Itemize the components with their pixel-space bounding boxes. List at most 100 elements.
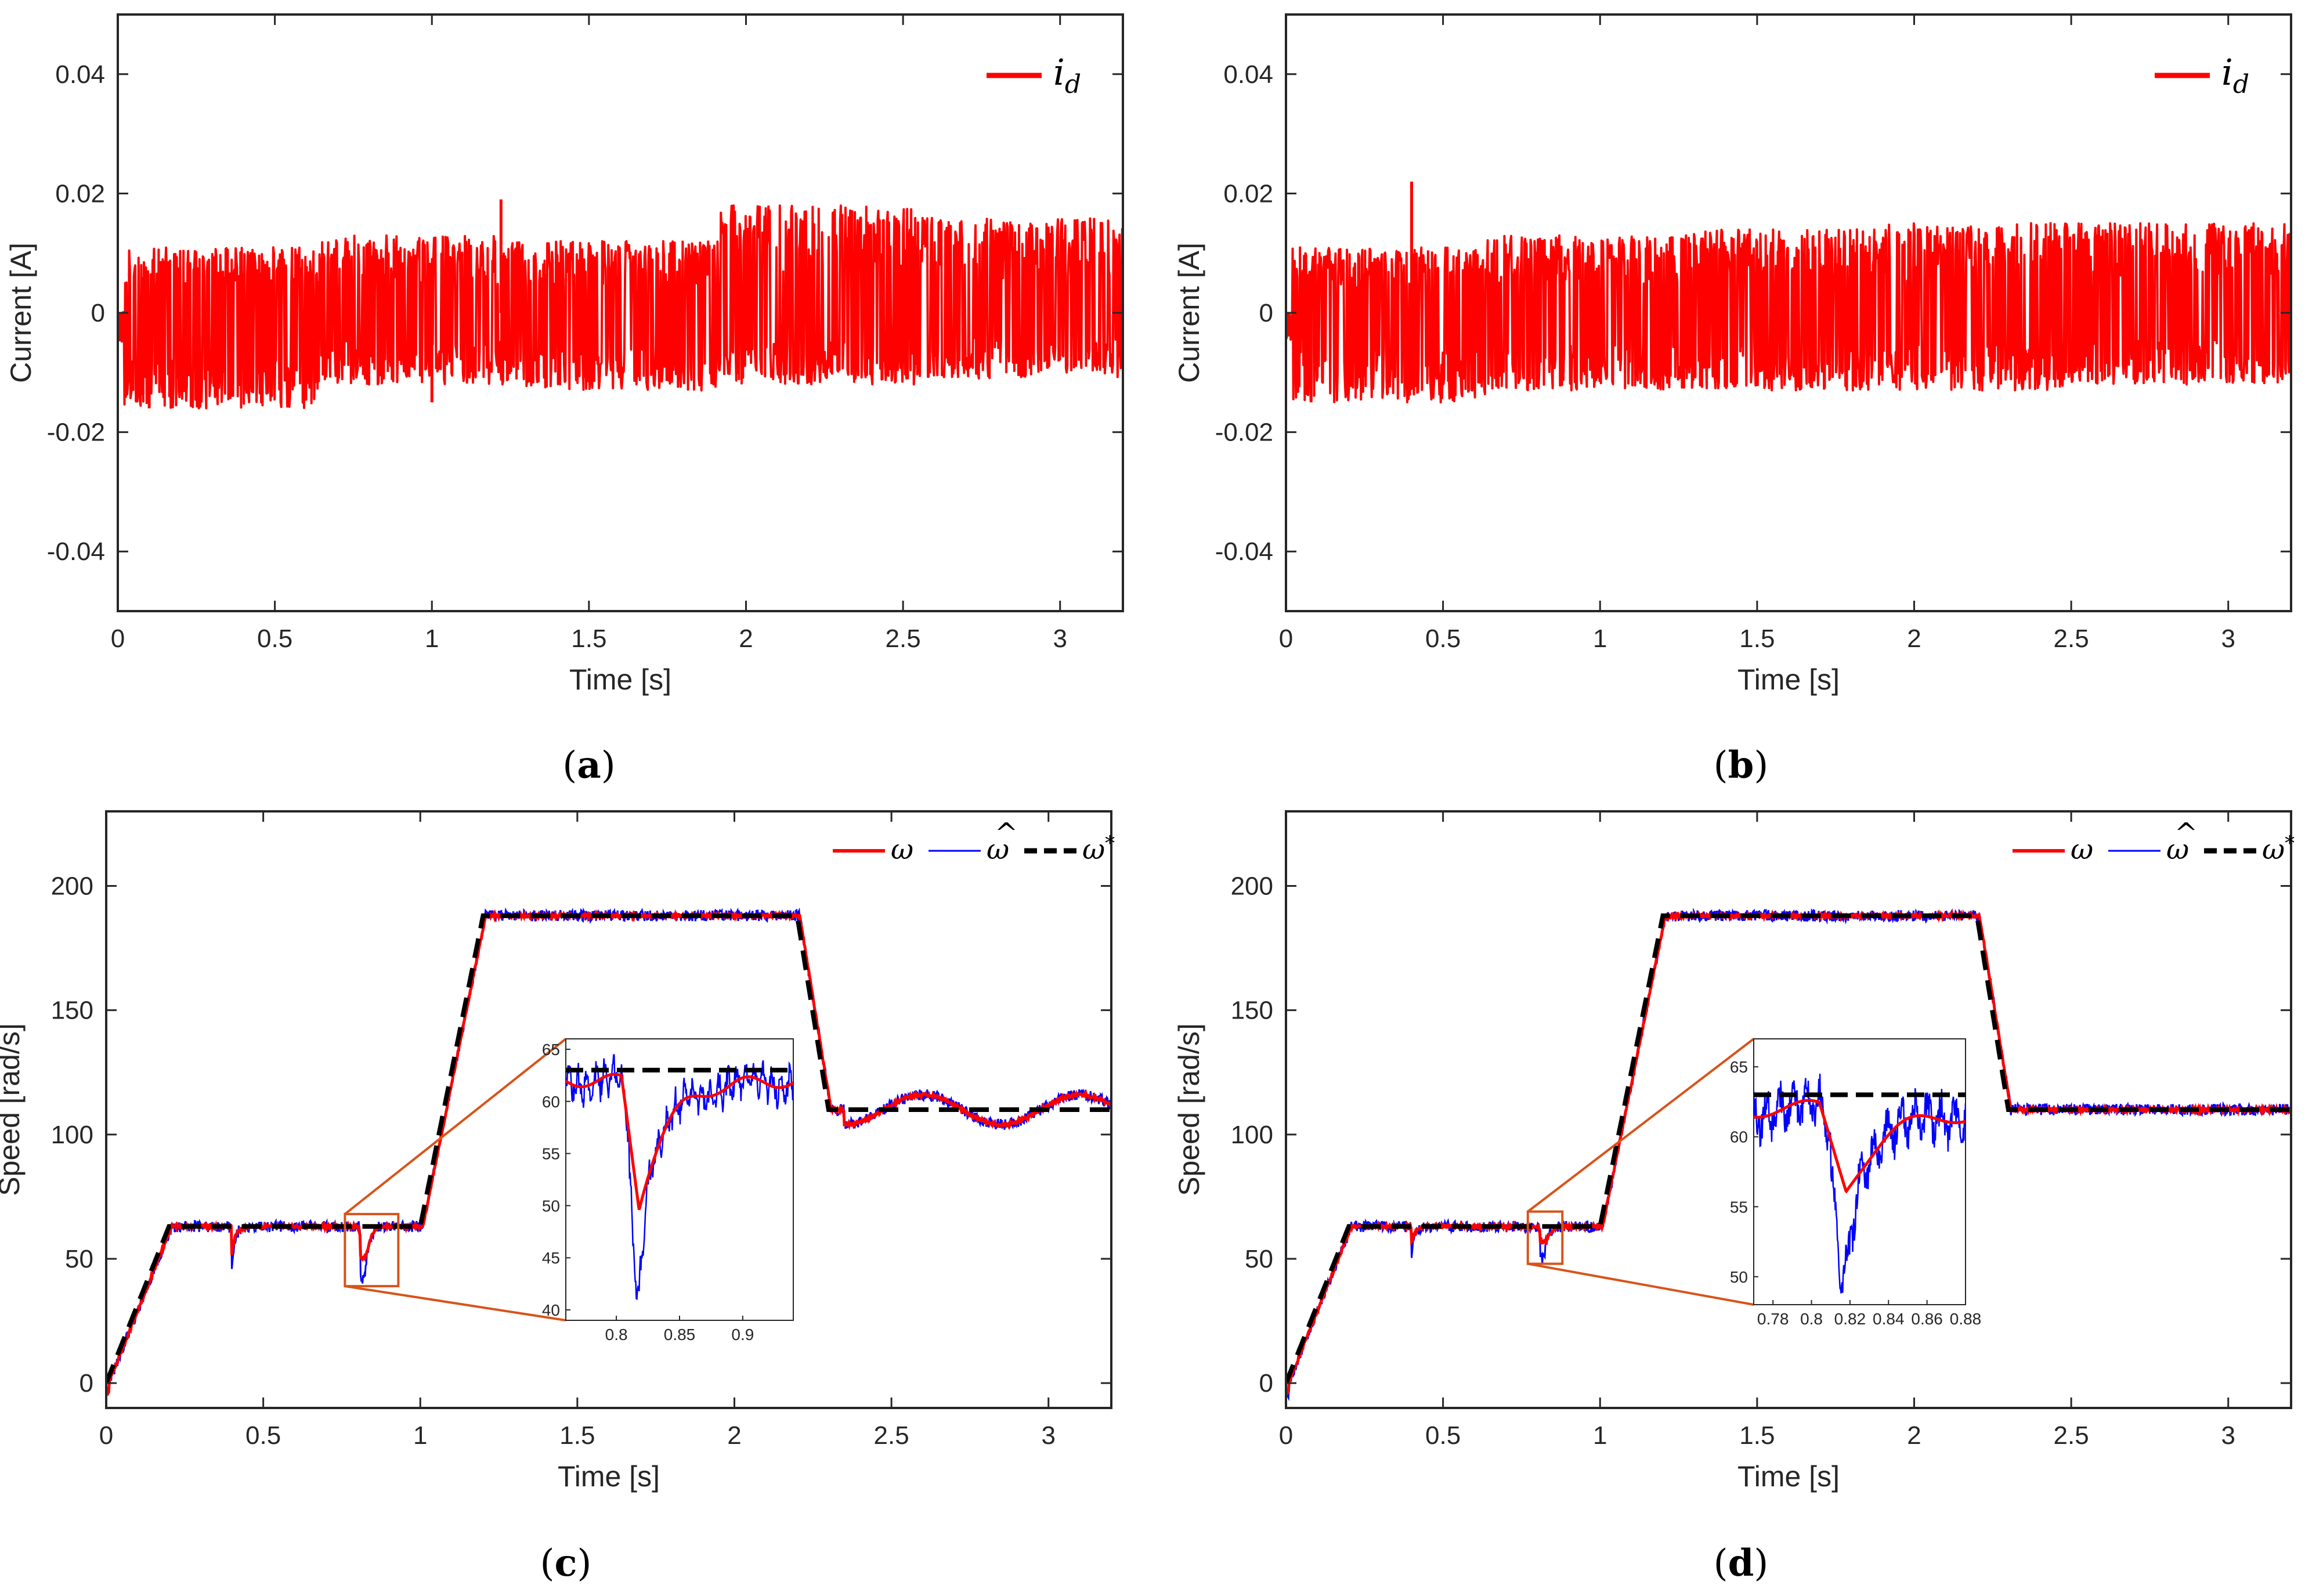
y-tick-label: 200 — [51, 872, 93, 901]
inset-x-tick-label: 0.82 — [1834, 1310, 1866, 1328]
x-tick-label: 2 — [1907, 1421, 1921, 1450]
x-tick-label: 1.5 — [1739, 624, 1775, 653]
y-tick-label: 0.02 — [55, 179, 105, 208]
x-tick-label: 1 — [1593, 624, 1607, 653]
y-tick-label: 0.02 — [1223, 179, 1273, 208]
caption-letter: d — [1728, 1541, 1754, 1585]
y-axis-label: Speed [rad/s] — [1173, 1023, 1205, 1196]
legend-accent: * — [2285, 832, 2295, 855]
x-tick-label: 2 — [727, 1421, 741, 1450]
caption-close: ) — [577, 1542, 591, 1585]
caption-c: (c) — [540, 1541, 592, 1585]
caption-letter: a — [577, 743, 601, 787]
x-tick-label: 3 — [1042, 1421, 1056, 1450]
zoom-connector-bottom — [345, 1285, 566, 1321]
inset-x-tick-label: 0.9 — [731, 1326, 754, 1344]
legend-label-1: ω — [2166, 833, 2189, 866]
x-tick-label: 3 — [2221, 1421, 2235, 1450]
inset-y-tick-label: 50 — [542, 1197, 560, 1215]
x-tick-label: 1 — [1593, 1421, 1607, 1450]
caption-open: ( — [540, 1542, 555, 1585]
y-tick-label: 50 — [65, 1245, 93, 1273]
inset-omega-hat — [566, 1054, 793, 1301]
inset-y-tick-label: 60 — [1730, 1128, 1748, 1146]
caption-d: (d) — [1714, 1541, 1769, 1585]
inset-y-tick-label: 65 — [542, 1041, 560, 1059]
x-tick-label: 0.5 — [1425, 624, 1461, 653]
series-id-line — [1285, 222, 2292, 404]
x-tick-label: 0 — [1279, 624, 1293, 653]
y-tick-label: 100 — [51, 1121, 93, 1149]
y-axis-label: Current [A] — [5, 243, 37, 383]
zoom-connector-bottom — [1527, 1262, 1754, 1306]
caption-open: ( — [1714, 1542, 1728, 1585]
inset-y-tick-label: 40 — [542, 1301, 560, 1319]
caption-open: ( — [1714, 744, 1728, 787]
x-tick-label: 1.5 — [1739, 1421, 1775, 1450]
caption-close: ) — [1754, 1542, 1768, 1585]
inset-x-tick-label: 0.78 — [1757, 1310, 1789, 1328]
caption-close: ) — [1754, 744, 1768, 787]
x-tick-label: 3 — [1053, 624, 1067, 653]
plot-area — [106, 907, 1111, 1396]
x-tick-label: 1.5 — [571, 624, 606, 653]
legend-c: ω ω^ ω* — [833, 817, 1115, 866]
inset-c: 0.8 0.85 0.9 40 45 50 55 60 65 — [542, 1038, 794, 1344]
x-tick-label: 2 — [1907, 624, 1921, 653]
inset-omega — [1754, 1099, 1966, 1194]
series-omega-hat — [1286, 907, 2291, 1402]
legend-symbol: ω — [891, 833, 913, 866]
chart-c: 0 0.5 1 1.5 2 2.5 3 0 50 100 150 200 Time [s] Speed [… — [0, 810, 1115, 1493]
caption-close: ) — [601, 744, 616, 787]
y-axis-label: Speed [rad/s] — [0, 1023, 26, 1196]
plot-frame-d — [1285, 810, 2292, 1409]
x-tick-label: 3 — [2221, 624, 2235, 653]
caption-a: (a) — [562, 743, 615, 787]
y-tick-label: 0 — [1259, 1369, 1273, 1398]
legend-label-0: ω — [2071, 833, 2093, 866]
inset-y-tick-label: 65 — [1730, 1058, 1748, 1076]
x-tick-label: 1 — [413, 1421, 427, 1450]
y-tick-label: -0.02 — [47, 418, 105, 447]
chart-d: 0 0.5 1 1.5 2 2.5 3 0 50 100 150 200 Time [s] Speed [… — [1173, 810, 2295, 1493]
inset-x-tick-label: 0.85 — [664, 1326, 696, 1344]
legend-label-id: id — [1053, 51, 1081, 99]
legend-main: i — [1053, 51, 1065, 93]
x-tick-label: 0 — [1279, 1421, 1293, 1450]
caption-letter: b — [1728, 743, 1754, 787]
y-tick-label: -0.04 — [1215, 537, 1273, 566]
inset-y-tick-label: 50 — [1730, 1268, 1748, 1286]
x-tick-label: 1.5 — [559, 1421, 595, 1450]
inset-x-tick-label: 0.86 — [1911, 1310, 1943, 1328]
y-tick-label: 150 — [51, 996, 93, 1025]
inset-omega — [566, 1073, 793, 1211]
inset-omega-hat — [1754, 1073, 1966, 1294]
x-tick-label: 0.5 — [245, 1421, 281, 1450]
y-tick-label: 100 — [1231, 1121, 1273, 1149]
x-tick-label: 2.5 — [2054, 624, 2089, 653]
y-tick-label: 0.04 — [1223, 60, 1273, 89]
legend-label-id: id — [2221, 51, 2249, 99]
y-tick-label: -0.04 — [47, 537, 105, 566]
legend-accent-hat: ^ — [995, 817, 1018, 850]
y-tick-label: 150 — [1231, 996, 1273, 1025]
legend-label-0: ω — [891, 833, 913, 866]
x-tick-label: 2.5 — [2054, 1421, 2089, 1450]
inset-d: 0.78 0.8 0.82 0.84 0.86 0.88 50 55 60 65 — [1730, 1038, 1981, 1328]
inset-y-tick-label: 55 — [1730, 1198, 1748, 1216]
plot-frame-c — [105, 810, 1112, 1409]
legend-symbol: ω — [2071, 833, 2093, 866]
x-tick-label: 0.5 — [257, 624, 292, 653]
inset-frame — [565, 1038, 794, 1321]
legend-sub: d — [1065, 70, 1081, 99]
x-tick-label: 0 — [111, 624, 125, 653]
x-tick-label: 1 — [425, 624, 439, 653]
legend-symbol: ω — [2166, 833, 2189, 866]
zoom-connector-top — [1527, 1038, 1755, 1213]
y-tick-label: 0 — [1259, 299, 1273, 327]
zoom-connector-top — [344, 1038, 567, 1215]
zoom-box — [344, 1212, 400, 1288]
caption-b: (b) — [1714, 743, 1769, 787]
y-tick-label: 0 — [80, 1369, 93, 1398]
